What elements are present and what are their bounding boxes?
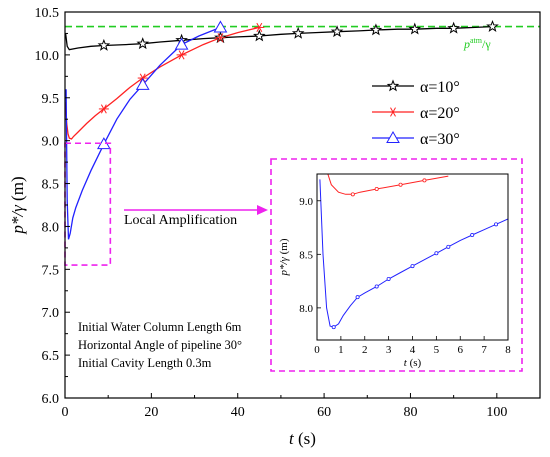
note-text: Horizontal Angle of pipeline 30° <box>78 338 242 352</box>
legend: α=10° α=20° α=30° <box>372 79 460 148</box>
inset-x-tick-label: 6 <box>458 344 464 356</box>
series-1-point <box>486 19 499 32</box>
x-tick-label: 100 <box>486 405 507 420</box>
y-tick-label: 9.0 <box>42 135 60 150</box>
series-2-point <box>176 50 187 60</box>
inset-x-tick-label: 7 <box>481 344 487 356</box>
y-tick-label: 7.0 <box>42 306 60 321</box>
series-1-point <box>136 37 150 50</box>
series-3-point <box>213 20 228 33</box>
legend-label: α=30° <box>420 131 460 148</box>
x-tick-label: 60 <box>317 405 331 420</box>
zoom-region-box <box>64 142 112 266</box>
inset-x-tick-label: 3 <box>386 344 392 356</box>
y-tick-label: 6.0 <box>42 392 60 407</box>
legend-marker <box>386 79 400 92</box>
inset-y-axis-title: p*/γ (m) <box>278 238 290 276</box>
legend-marker <box>386 130 400 143</box>
x-tick-label: 0 <box>62 405 69 420</box>
x-axis-title: t (s) <box>289 429 316 448</box>
inset-x-tick-label: 1 <box>338 344 344 356</box>
amplification-arrow <box>124 205 268 215</box>
y-tick-label: 10.0 <box>35 49 60 64</box>
inset-series-1-point <box>350 192 355 197</box>
inset-series-2-point <box>355 295 360 300</box>
x-tick-label: 20 <box>144 405 158 420</box>
y-tick-label: 10.5 <box>35 6 60 21</box>
inset-series-2-point <box>386 276 391 281</box>
series-2-point <box>98 104 109 114</box>
inset-x-tick-label: 2 <box>362 344 368 356</box>
series-2-point <box>254 22 265 33</box>
series-1-point <box>253 29 266 42</box>
legend-label: α=10° <box>420 79 460 96</box>
inset-x-tick-label: 0 <box>314 344 320 356</box>
arrow-label: Local Amplification <box>124 213 237 228</box>
inset-y-tick-label: 8.5 <box>299 249 313 261</box>
series-1-point <box>369 23 383 36</box>
series-3-point <box>135 77 150 90</box>
inset-y-tick-label: 9.0 <box>299 196 313 208</box>
inset-plot: 8.0 8.5 9.0 0 1 2 3 4 5 6 7 8 t (s) p*/γ (m) <box>270 158 523 372</box>
legend-marker <box>388 107 398 117</box>
inset-series-1-point <box>374 186 379 191</box>
inset-series-2-point <box>434 251 439 256</box>
inset-x-tick-label: 4 <box>410 344 416 356</box>
legend-item: α=30° <box>372 130 460 148</box>
atmospheric-pressure-label: patm/γ <box>463 36 491 51</box>
inset-x-axis-title: t (s) <box>404 357 422 369</box>
inset-x-tick-label: 5 <box>434 344 440 356</box>
arrow-head <box>257 205 268 215</box>
inset-series-1-point <box>398 182 403 187</box>
y-tick-label: 6.5 <box>42 349 60 364</box>
y-tick-label: 8.0 <box>42 220 60 235</box>
series-2-point <box>215 33 226 43</box>
x-tick-label: 80 <box>403 405 417 420</box>
x-tick-label: 40 <box>231 405 245 420</box>
series-1-point <box>408 22 422 35</box>
inset-series-2-point <box>410 264 415 269</box>
note-text: Initial Water Column Length 6m <box>78 320 242 334</box>
series-1-point <box>447 21 460 34</box>
series-1-point <box>291 26 305 39</box>
legend-item: α=20° <box>372 105 460 122</box>
series-1-point <box>330 25 344 38</box>
note-text: Initial Cavity Length 0.3m <box>78 356 212 370</box>
inset-series <box>319 174 508 330</box>
inset-x-tick-label: 8 <box>505 344 511 356</box>
y-tick-label: 7.5 <box>42 263 60 278</box>
inset-series-2-point <box>331 325 336 330</box>
series-line-3 <box>65 26 221 240</box>
inset-series-2-point <box>374 284 379 289</box>
series-line-2 <box>65 26 260 140</box>
inset-series-2-point <box>494 222 499 227</box>
series-3-point <box>174 37 189 50</box>
y-axis-title: p*/γ (m) <box>8 176 27 234</box>
y-tick-label: 9.5 <box>42 92 60 107</box>
series-line-1 <box>65 25 493 51</box>
inset-series-2-point <box>470 233 475 238</box>
legend-item: α=10° <box>372 79 460 96</box>
inset-y-tick-label: 8.0 <box>299 303 313 315</box>
inset-series-line-1 <box>327 174 449 195</box>
y-tick-label: 8.5 <box>42 178 60 193</box>
inset-border <box>270 158 523 372</box>
inset-series-2-point <box>446 244 451 249</box>
main-plot: patm/γ 6.0 6.5 7.0 7.5 8.0 8.5 9.0 9.5 10.0 10.5 0 2… <box>8 6 541 448</box>
legend-label: α=20° <box>420 105 460 122</box>
series-1-point <box>97 38 111 51</box>
inset-series-1-point <box>422 178 427 183</box>
